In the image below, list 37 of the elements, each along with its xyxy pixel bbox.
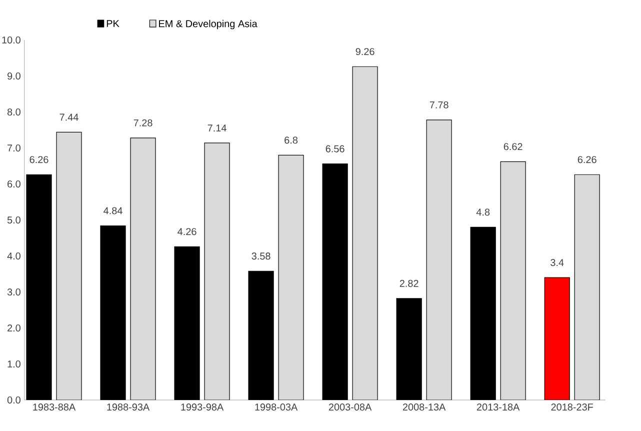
y-tick-label: 1.0 (8, 360, 20, 368)
x-tick-label: 2003-08A (328, 404, 372, 411)
data-label: 3.58 (252, 252, 270, 260)
y-tick-label: 2.0 (8, 324, 20, 332)
data-label: 4.8 (476, 208, 490, 216)
x-tick-label: 1998-03A (255, 404, 298, 411)
data-label: 7.78 (430, 101, 448, 108)
x-tick-label: 1983-88A (33, 404, 76, 411)
data-label: 4.84 (104, 207, 122, 214)
legend-label: PK (106, 20, 120, 27)
data-label: 9.26 (356, 48, 374, 56)
data-label: 6.56 (326, 145, 344, 152)
y-tick-label: 8.0 (7, 108, 20, 116)
y-tick-label: 0.0 (7, 396, 20, 404)
y-tick-label: 3.0 (7, 288, 20, 296)
x-tick-label: 2013-18A (476, 404, 520, 411)
y-tick-label: 7.0 (8, 144, 20, 152)
x-tick-label: 2018-23F (551, 404, 594, 411)
data-label: 3.4 (550, 259, 564, 266)
data-label: 2.82 (400, 280, 418, 287)
data-label: 4.26 (178, 228, 196, 236)
data-label: 7.28 (134, 119, 152, 126)
y-tick-label: 4.0 (7, 252, 20, 260)
data-label: 7.44 (60, 114, 78, 121)
data-label: 6.26 (30, 156, 48, 164)
data-label: 6.26 (578, 156, 596, 164)
data-label: 7.14 (208, 124, 226, 132)
x-tick-label: 2008-13A (402, 404, 446, 411)
x-tick-label: 1988-93A (107, 404, 150, 411)
y-tick-label: 6.0 (8, 180, 20, 188)
y-tick-label: 5.0 (7, 216, 20, 224)
y-tick-label: 10.0 (2, 36, 20, 44)
data-label: 6.8 (284, 136, 298, 144)
x-tick-label: 1993-98A (181, 404, 224, 411)
y-tick-label: 9.0 (7, 72, 20, 80)
legend-label: EM & Developing Asia (159, 20, 258, 30)
data-label: 6.62 (504, 143, 522, 150)
